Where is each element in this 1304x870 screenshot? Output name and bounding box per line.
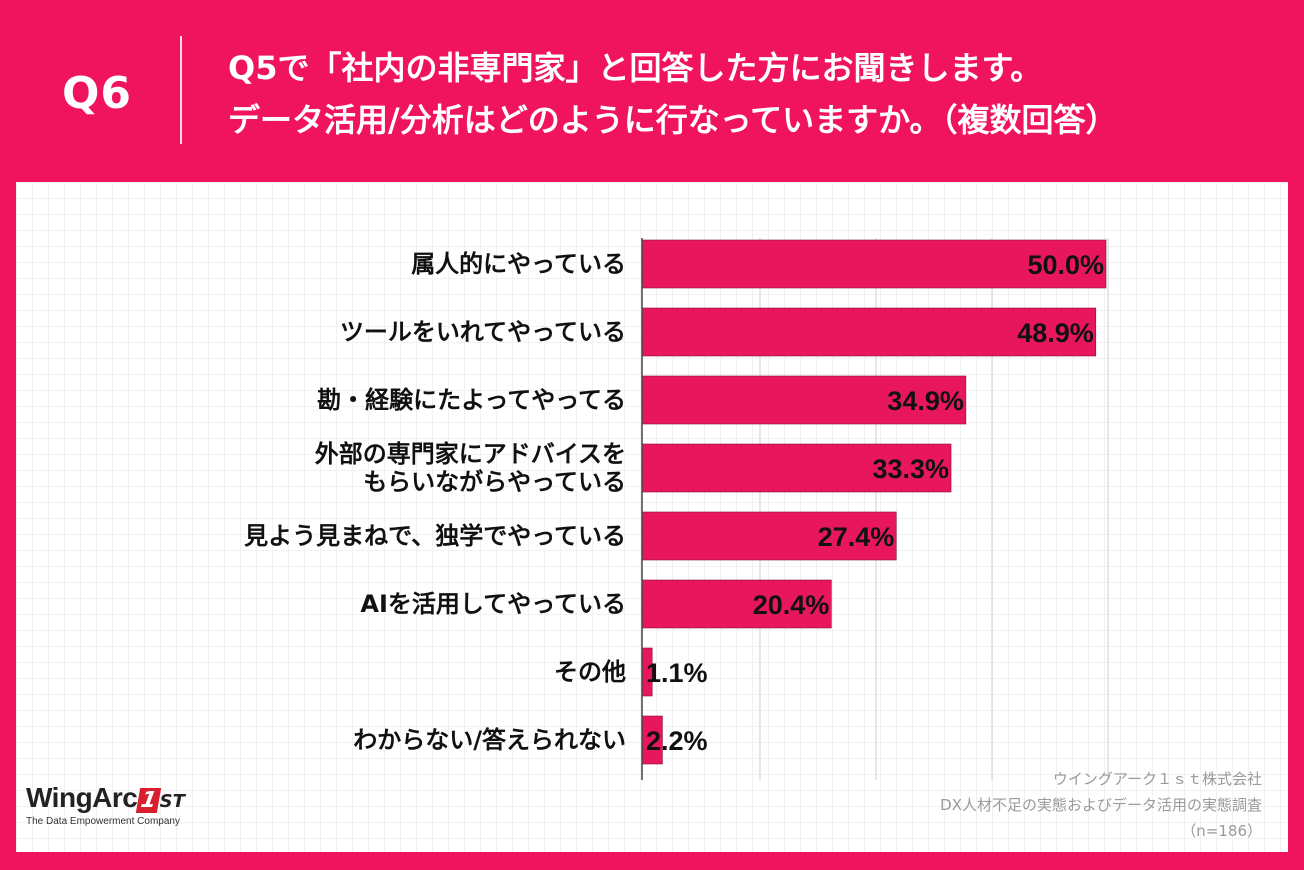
category-label: その他 xyxy=(554,658,626,686)
wingarc-logo: WingArc1ST The Data Empowerment Company xyxy=(26,782,185,827)
category-label: 見よう見まねで、独学でやっている xyxy=(244,522,626,550)
bar xyxy=(641,375,967,425)
logo-tagline: The Data Empowerment Company xyxy=(26,816,180,827)
value-label: 27.4% xyxy=(818,522,895,552)
question-number: Q6 xyxy=(62,68,133,119)
category-label: わからない/答えられない xyxy=(353,726,626,754)
bar-chart: 50.0% 48.9% 34.9% 33.3% 27.4% 20.4% 1.1% 2.2% xyxy=(641,238,1109,780)
value-label: 20.4% xyxy=(753,590,830,620)
value-label: 1.1% xyxy=(646,658,708,688)
bar xyxy=(641,239,1107,289)
source-note: ウイングアーク１ｓｔ株式会社 DX人材不足の実態およびデータ活用の実態調査 （n… xyxy=(940,766,1262,844)
category-label: 外部の専門家にアドバイスを もらいながらやっている xyxy=(314,440,626,496)
bar xyxy=(641,307,1097,357)
header-divider xyxy=(180,36,182,144)
category-label: AIを活用してやっている xyxy=(360,590,626,618)
source-company: ウイングアーク１ｓｔ株式会社 xyxy=(1052,770,1262,788)
header: Q6 Q5で「社内の非専門家」と回答した方にお聞きします。 データ活用/分析はど… xyxy=(0,0,1304,182)
category-label: ツールをいれてやっている xyxy=(339,318,626,346)
category-label: 属人的にやっている xyxy=(411,250,626,278)
question-line-2: データ活用/分析はどのように行なっていますか。（複数回答） xyxy=(228,101,1118,139)
source-survey: DX人材不足の実態およびデータ活用の実態調査 xyxy=(940,796,1262,814)
value-label: 2.2% xyxy=(646,726,708,756)
logo-suffix: ST xyxy=(159,791,185,812)
bar xyxy=(641,511,897,561)
category-label: 勘・経験にたよってやってる xyxy=(317,386,626,414)
logo-badge: 1 xyxy=(136,788,162,813)
value-label: 48.9% xyxy=(1017,318,1094,348)
logo-name: WingArc xyxy=(26,782,138,813)
bar xyxy=(641,443,952,493)
value-label: 50.0% xyxy=(1027,250,1104,280)
value-label: 34.9% xyxy=(887,386,964,416)
source-sample: （n=186） xyxy=(1181,822,1262,840)
value-label: 33.3% xyxy=(872,454,949,484)
bar xyxy=(641,579,832,629)
chart-panel: 属人的にやっているツールをいれてやっている勘・経験にたよってやってる外部の専門家… xyxy=(16,182,1288,852)
question-text: Q5で「社内の非専門家」と回答した方にお聞きします。 データ活用/分析はどのよう… xyxy=(228,42,1288,146)
question-line-1: Q5で「社内の非専門家」と回答した方にお聞きします。 xyxy=(228,49,1043,87)
